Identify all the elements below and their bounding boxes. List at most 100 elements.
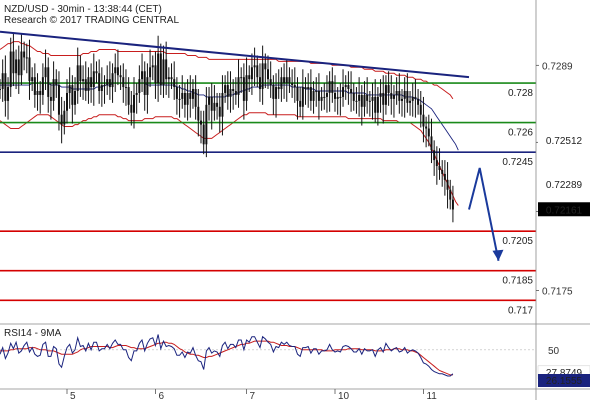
candle-body	[331, 81, 334, 93]
rsi-line	[0, 334, 454, 377]
candle-body	[173, 79, 176, 88]
level-label-pivot: 0.7245	[502, 157, 533, 168]
candle-body	[390, 92, 393, 99]
level-label-support_2: 0.7185	[502, 276, 533, 287]
candle-body	[384, 85, 387, 105]
candle-body	[221, 92, 224, 117]
candle-body	[358, 94, 361, 101]
bollinger-lower-line	[0, 112, 459, 206]
resistance-trendline	[0, 30, 470, 79]
candle-body	[288, 77, 291, 84]
candle-body	[135, 92, 138, 95]
level-label-resistance_2: 0.728	[508, 88, 533, 99]
candle-body	[57, 85, 60, 115]
candle-body	[7, 87, 10, 101]
header-title: NZD/USD - 30min - 13:38:44 (CET)	[4, 4, 162, 15]
candle-body	[178, 98, 181, 100]
candle-body	[55, 79, 58, 86]
price-tag-1: 0.72289	[546, 180, 583, 191]
candle-body	[127, 87, 130, 105]
candle-body	[25, 57, 28, 59]
candle-body	[133, 94, 135, 113]
candle-body	[291, 83, 294, 86]
candle-body	[325, 92, 328, 97]
candle-body	[15, 59, 18, 74]
candle-body	[213, 102, 216, 111]
candle-body	[200, 120, 202, 125]
level-label-resistance_1: 0.726	[508, 128, 533, 139]
candle-body	[336, 96, 339, 99]
candle-body	[406, 91, 409, 103]
candle-body	[122, 77, 125, 88]
candle-body	[309, 87, 312, 101]
candle-body	[224, 85, 227, 93]
candle-body	[33, 77, 36, 95]
candle-body	[339, 96, 342, 98]
candle-body	[253, 65, 256, 68]
candle-body	[296, 87, 299, 101]
candle-body	[277, 87, 280, 90]
candle-body	[79, 65, 82, 82]
candle-body	[312, 91, 315, 101]
candle-body	[167, 77, 170, 80]
candle-body	[382, 92, 385, 105]
candle-body	[92, 71, 95, 88]
candle-body	[111, 73, 114, 88]
candle-body	[87, 77, 90, 91]
rsi-value-label: 27.8749	[546, 368, 583, 379]
current-price-tag-box	[538, 202, 590, 217]
candle-body	[52, 79, 55, 101]
x-tick-label: 10	[338, 391, 350, 400]
candle-body	[20, 51, 23, 76]
candle-body	[202, 124, 205, 145]
x-tick-label: 11	[426, 391, 437, 400]
candle-body	[368, 100, 371, 102]
level-label-support_3: 0.717	[508, 305, 533, 316]
candle-body	[218, 106, 221, 117]
candle-body	[82, 79, 85, 82]
moving-average-line	[0, 82, 459, 151]
candle-body	[342, 87, 345, 97]
candle-body	[157, 53, 160, 84]
rsi-ma-value-box	[538, 374, 590, 387]
candle-body	[427, 128, 430, 137]
candle-body	[47, 67, 50, 97]
candle-body	[299, 100, 302, 107]
candle-body	[422, 114, 425, 127]
candle-body	[60, 114, 63, 125]
x-tick-label: 7	[250, 391, 256, 400]
candle-body	[245, 75, 248, 101]
candle-body	[119, 75, 122, 78]
candle-body	[409, 100, 412, 103]
bollinger-upper-line	[0, 41, 454, 100]
candle-body	[395, 91, 398, 95]
candle-body	[376, 96, 379, 113]
candle-body	[275, 87, 278, 99]
candle-body	[417, 98, 420, 105]
candle-body	[307, 87, 310, 90]
candle-body	[106, 79, 109, 86]
candle-body	[9, 51, 12, 88]
candle-body	[71, 85, 74, 105]
candle-body	[1, 73, 4, 90]
candle-body	[315, 91, 318, 92]
candle-body	[272, 85, 275, 99]
candle-body	[264, 63, 267, 70]
candle-body	[435, 160, 438, 167]
candle-body	[186, 92, 189, 105]
candle-body	[411, 96, 414, 101]
candle-body	[143, 71, 146, 95]
candle-body	[301, 87, 304, 107]
candle-body	[232, 89, 235, 91]
candle-body	[304, 87, 307, 90]
candle-body	[116, 67, 119, 76]
candle-body	[443, 173, 446, 180]
price-tag-0-box	[538, 132, 590, 147]
candle-body	[191, 89, 194, 99]
candle-body	[344, 85, 347, 88]
candle-body	[449, 189, 452, 200]
candle-body	[267, 69, 269, 80]
candle-body	[216, 102, 219, 107]
candle-body	[425, 126, 428, 129]
